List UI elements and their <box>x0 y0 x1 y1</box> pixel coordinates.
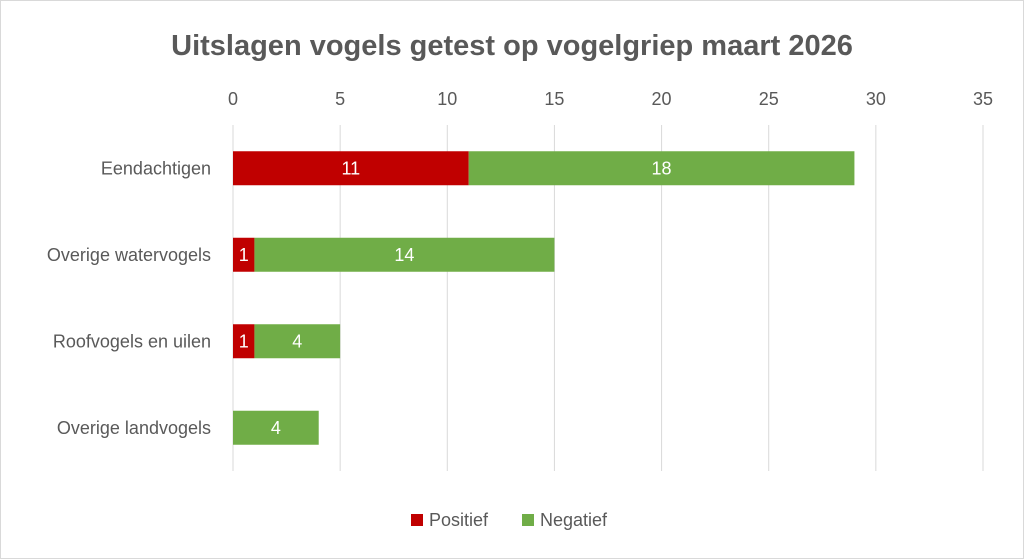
bar-negatief-roofvogels-en-uilen <box>254 324 341 359</box>
bar-negatief-overige-landvogels <box>233 410 319 445</box>
data-labels: 11 181 141 44 <box>239 158 672 438</box>
bar-positief-roofvogels-en-uilen <box>233 324 255 359</box>
x-tick-label-25: 25 <box>759 89 779 109</box>
x-tick-label-10: 10 <box>437 89 457 109</box>
data-label-negatief-overige-watervogels: 14 <box>394 245 414 265</box>
category-label-overige-landvogels: Overige landvogels <box>57 418 211 438</box>
category-label-roofvogels-en-uilen: Roofvogels en uilen <box>53 331 211 351</box>
x-axis-ticks: 0 5 10 15 20 25 30 35 <box>228 89 993 109</box>
data-label-negatief-roofvogels-en-uilen: 4 <box>292 331 302 351</box>
x-tick-label-35: 35 <box>973 89 993 109</box>
legend-swatch-negatief <box>522 514 534 526</box>
bar-positief-eendachtigen <box>233 151 469 186</box>
legend-swatch-positief <box>411 514 423 526</box>
data-label-negatief-eendachtigen: 18 <box>652 158 672 178</box>
bar-negatief-eendachtigen <box>468 151 855 186</box>
data-label-negatief-overige-landvogels: 4 <box>271 418 281 438</box>
x-tick-label-0: 0 <box>228 89 238 109</box>
category-label-eendachtigen: Eendachtigen <box>101 158 211 178</box>
chart-title: Uitslagen vogels getest op vogelgriep ma… <box>171 30 853 62</box>
legend-label-negatief: Negatief <box>540 510 608 530</box>
legend: Positief Negatief <box>411 510 608 530</box>
category-axis: Eendachtigen Overige watervogels Roofvogel… <box>47 158 211 438</box>
legend-label-positief: Positief <box>429 510 489 530</box>
bar-positief-overige-watervogels <box>233 237 255 272</box>
x-tick-label-5: 5 <box>335 89 345 109</box>
x-tick-label-15: 15 <box>544 89 564 109</box>
bar-negatief-overige-watervogels <box>254 237 555 272</box>
bars <box>233 151 855 445</box>
data-label-positief-eendachtigen: 11 <box>342 158 361 178</box>
x-tick-label-30: 30 <box>866 89 886 109</box>
category-label-overige-watervogels: Overige watervogels <box>47 245 211 265</box>
data-label-positief-roofvogels-en-uilen: 1 <box>239 331 249 351</box>
data-label-positief-overige-watervogels: 1 <box>239 245 249 265</box>
x-tick-label-20: 20 <box>652 89 672 109</box>
